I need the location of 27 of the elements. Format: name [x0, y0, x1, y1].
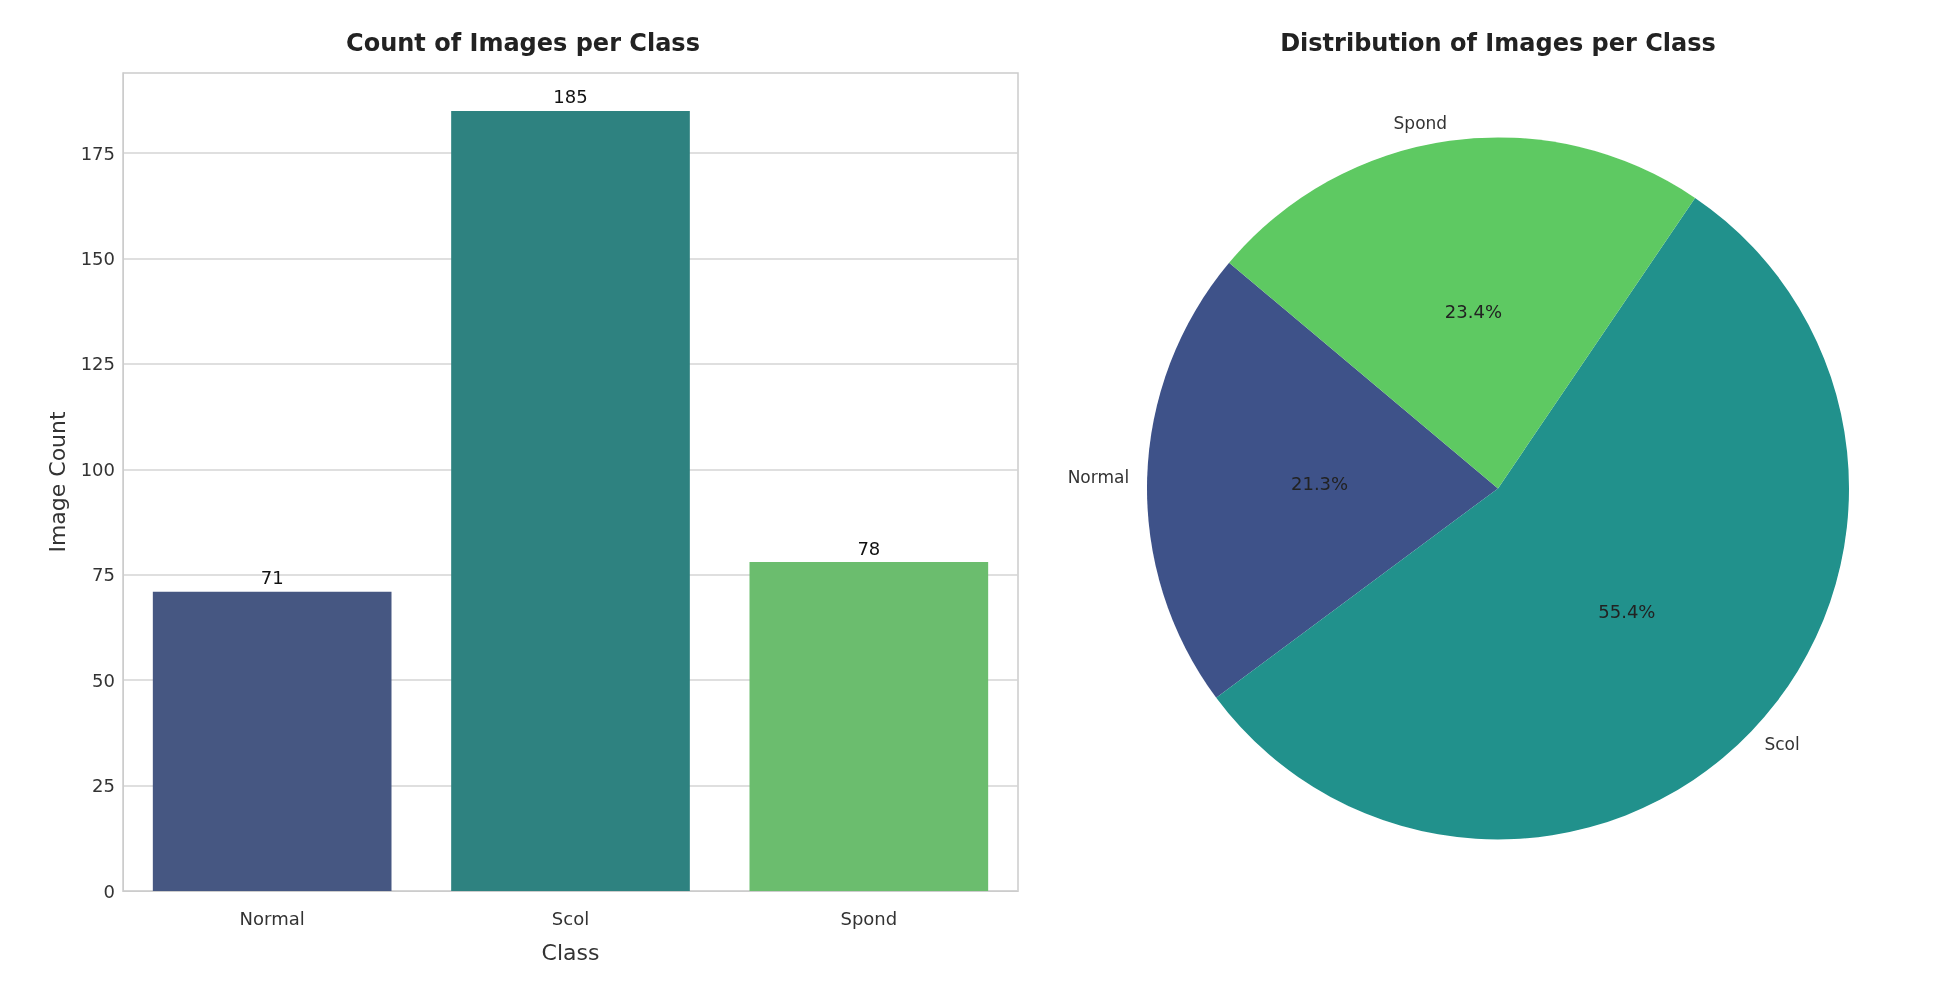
y-tick-label: 50: [92, 669, 115, 691]
data-label: 71: [260, 567, 284, 589]
data-label: 23.4%: [1444, 301, 1502, 323]
y-tick-label: 75: [92, 564, 115, 586]
chart-title: Count of Images per Class: [346, 29, 700, 57]
data-label: 21.3%: [1290, 472, 1349, 494]
x-tick-label: Normal: [239, 907, 305, 929]
slice-label: Normal: [1067, 467, 1130, 488]
y-tick-label: 150: [80, 248, 115, 270]
y-tick-label: 0: [103, 880, 115, 902]
slice-label: Spond: [1393, 112, 1448, 133]
bar: [152, 591, 392, 891]
x-tick-label: Scol: [551, 907, 590, 929]
y-tick-label: 100: [80, 458, 115, 480]
data-label: 55.4%: [1598, 601, 1656, 623]
data-label: 78: [857, 537, 881, 559]
y-tick-label: 25: [92, 775, 115, 797]
y-tick-label: 175: [80, 142, 115, 164]
y-tick-label: 125: [80, 353, 115, 375]
slice-label: Scol: [1764, 733, 1800, 754]
x-tick-label: Spond: [840, 907, 898, 929]
bar: [749, 562, 989, 891]
bar: [451, 110, 690, 891]
y-axis-title: Image Count: [44, 411, 70, 553]
chart-title: Distribution of Images per Class: [1280, 29, 1716, 57]
data-label: 185: [553, 86, 588, 108]
x-axis-title: Class: [541, 939, 600, 965]
